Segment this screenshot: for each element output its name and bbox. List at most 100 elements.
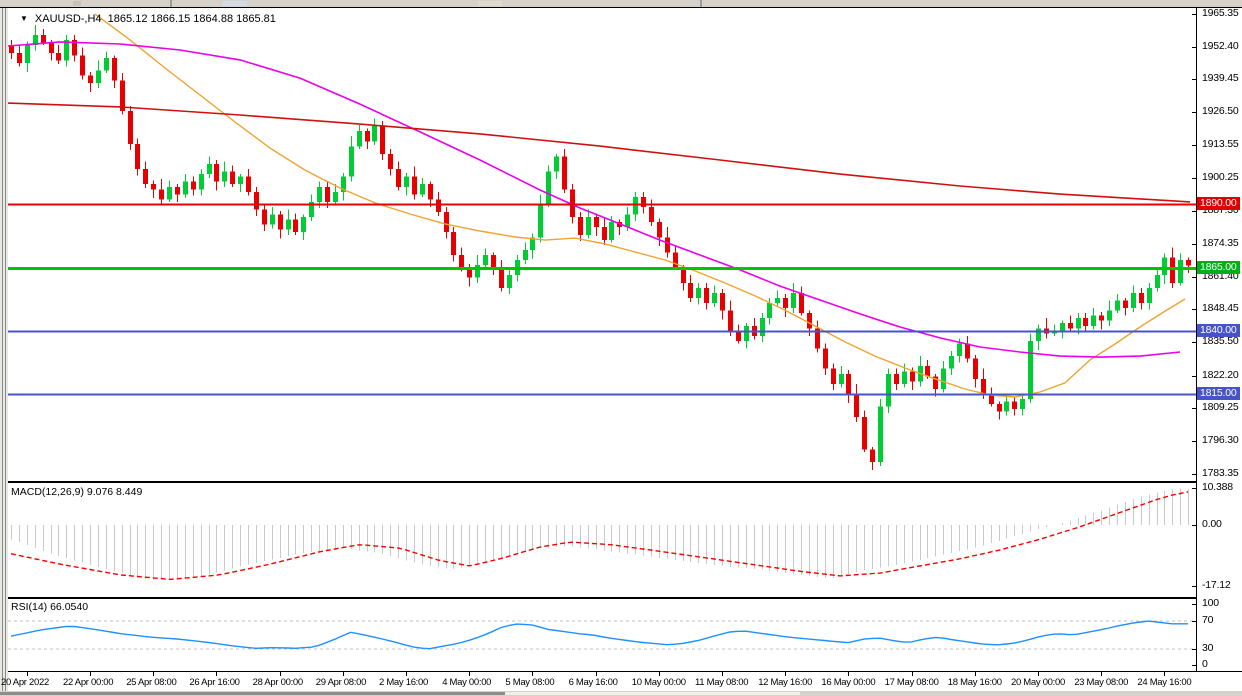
candle [562, 148, 567, 194]
toolbar-fragment [222, 1, 247, 6]
rsi-panel[interactable] [8, 599, 1196, 671]
candle [965, 335, 970, 363]
candle [1028, 333, 1033, 403]
toolbar-separator [700, 0, 702, 7]
candle [941, 361, 946, 393]
window-border-line [2, 7, 3, 691]
candle [523, 242, 528, 264]
candle [286, 209, 291, 235]
candle [25, 41, 30, 72]
candle [546, 165, 551, 207]
time-axis-label: 29 Apr 08:00 [315, 677, 367, 688]
candle [1139, 287, 1144, 310]
toolbar-fragment [73, 1, 81, 6]
axis-tick [1192, 145, 1196, 146]
time-axis-label: 23 May 08:00 [1074, 677, 1129, 688]
candle [246, 169, 251, 196]
candle [823, 343, 828, 376]
time-axis-label: 28 Apr 00:00 [252, 677, 304, 688]
candle [222, 161, 227, 187]
axis-tick [1192, 309, 1196, 310]
candle [720, 289, 725, 320]
chart-top-border [0, 7, 1242, 8]
time-axis-tick [848, 672, 850, 676]
candle [64, 35, 69, 67]
time-axis-tick [90, 672, 91, 676]
candle [1131, 285, 1136, 312]
candle [530, 233, 535, 259]
dropdown-arrow-icon[interactable]: ▼ [20, 14, 28, 23]
candles-layer [9, 24, 1191, 470]
price-axis-label: 1900.25 [1202, 171, 1239, 183]
candle [388, 148, 393, 176]
axis-tick [1192, 586, 1196, 587]
candle [997, 401, 1002, 420]
candle [491, 252, 496, 276]
time-axis-tick [216, 672, 218, 676]
time-axis-tick [1164, 672, 1166, 676]
time-axis-label: 12 May 16:00 [758, 677, 813, 688]
macd-panel[interactable] [8, 483, 1196, 597]
time-axis-label: 20 Apr 2022 [1, 677, 49, 688]
time-axis-tick [658, 672, 660, 676]
candle [151, 180, 156, 199]
main-macd-separator [8, 481, 1196, 483]
time-axis-tick [153, 672, 155, 676]
candle [380, 121, 385, 161]
price-axis-label: 10.388 [1202, 481, 1233, 493]
price-axis-label: 0 [1202, 658, 1208, 670]
rsi-indicator-label: RSI(14) 66.0540 [11, 601, 89, 613]
candle [309, 194, 314, 221]
candle [183, 174, 188, 199]
time-axis-label: 5 May 08:00 [505, 677, 555, 688]
candle [1083, 313, 1088, 333]
candle [657, 218, 662, 247]
axis-tick [1192, 408, 1196, 409]
candle [854, 383, 859, 422]
candle [791, 282, 796, 314]
candle [815, 320, 820, 353]
axis-tick [1192, 604, 1196, 605]
axis-tick [1192, 211, 1196, 212]
candle [444, 206, 449, 239]
price-level-badge: 1890.00 [1197, 197, 1240, 210]
candle [191, 176, 196, 196]
candle [649, 199, 654, 226]
price-chart-panel[interactable] [8, 8, 1196, 481]
macd-histogram [10, 488, 1190, 580]
candle [586, 209, 591, 239]
candle [831, 363, 836, 391]
rsi-line [10, 620, 1189, 650]
candle [886, 368, 891, 413]
axis-tick [1192, 525, 1196, 526]
candle [554, 153, 559, 180]
candle [341, 172, 346, 201]
axis-tick [1192, 665, 1196, 666]
candle [49, 40, 54, 61]
price-axis-label: 1939.45 [1202, 72, 1239, 84]
axis-tick [1192, 649, 1196, 650]
candle [96, 60, 101, 89]
axis-tick [1192, 342, 1196, 343]
time-axis-label: 4 May 00:00 [442, 677, 492, 688]
candle [744, 323, 749, 349]
horizontal-scrollbar-thumb[interactable] [0, 692, 505, 695]
candle [349, 136, 354, 182]
candle [783, 294, 788, 317]
time-axis-label: 2 May 16:00 [379, 677, 428, 688]
price-level-badge: 1865.00 [1197, 261, 1240, 274]
candle [989, 387, 994, 407]
candle [839, 366, 844, 388]
candle [293, 213, 298, 235]
time-axis-tick [974, 672, 976, 676]
candle [135, 138, 140, 176]
price-axis-label: 1874.35 [1202, 237, 1239, 249]
time-axis-tick [406, 672, 407, 676]
candle [1107, 300, 1112, 326]
candle [143, 161, 148, 189]
time-axis-tick [595, 672, 597, 676]
candle [499, 260, 504, 292]
candle [1123, 297, 1128, 316]
ohlc-values: 1865.12 1866.15 1864.88 1865.81 [107, 13, 276, 25]
candle [712, 285, 717, 307]
